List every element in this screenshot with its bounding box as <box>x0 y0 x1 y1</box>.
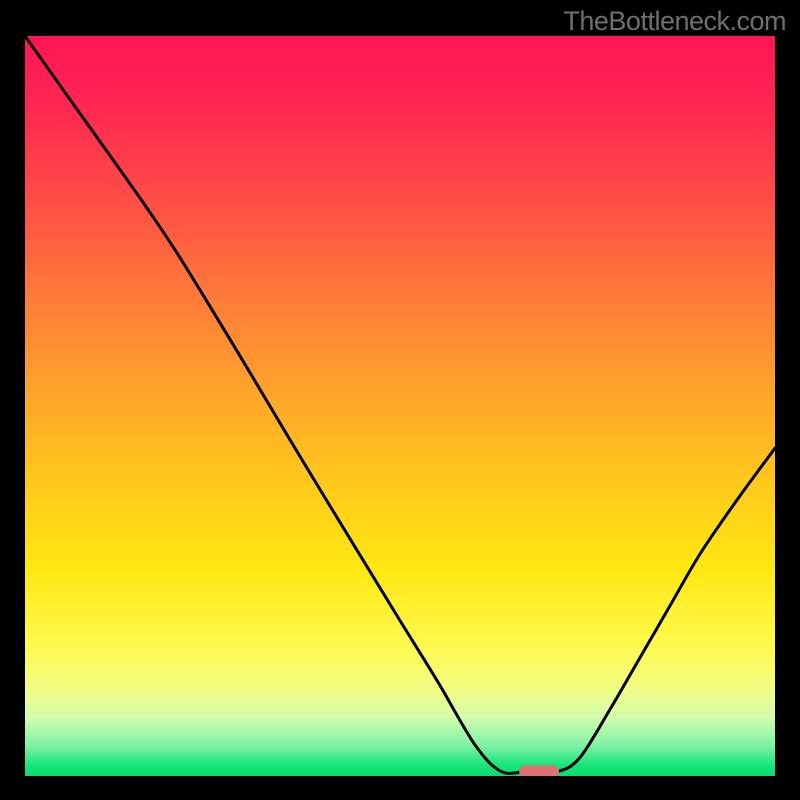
optimal-point-marker <box>519 765 559 776</box>
outer-frame: TheBottleneck.com <box>0 0 800 800</box>
chart-plot-area <box>25 36 775 776</box>
watermark-text: TheBottleneck.com <box>563 6 786 37</box>
bottleneck-curve <box>25 36 775 776</box>
